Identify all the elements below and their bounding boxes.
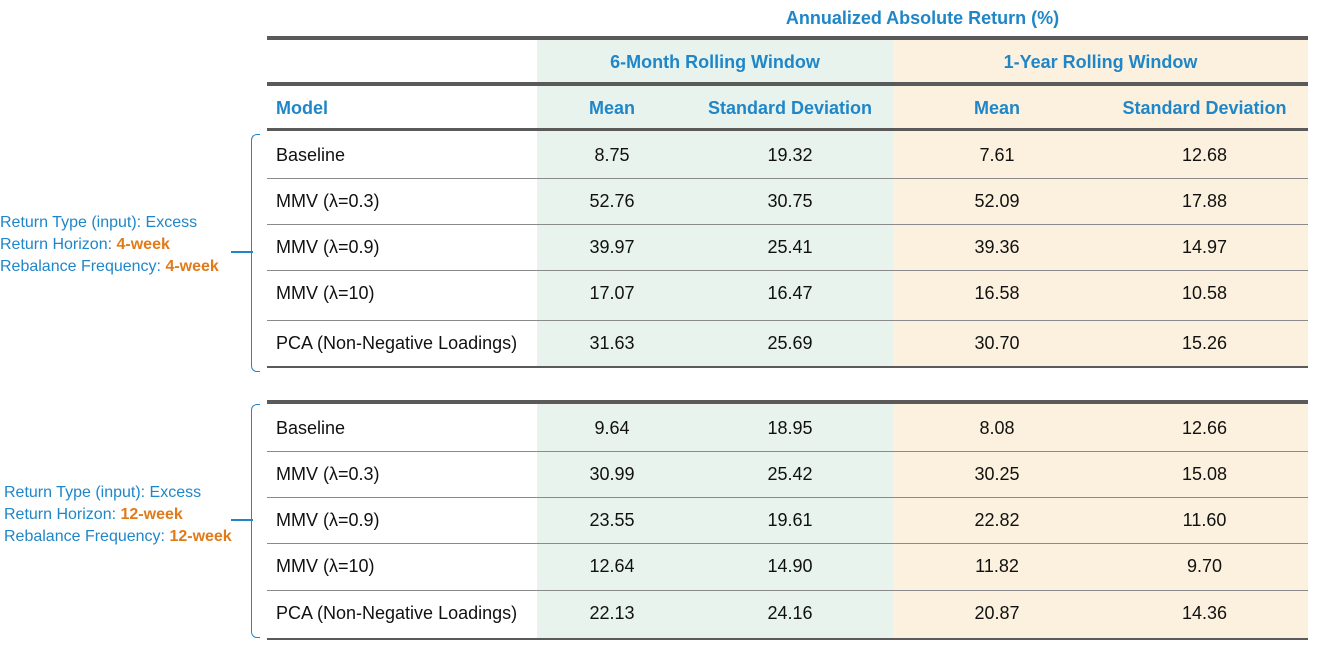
- top-rule: [267, 36, 1308, 40]
- table-cell: 12.66: [1181, 418, 1228, 438]
- table-cell: 30.99: [589, 464, 635, 484]
- table-cell: 7.61: [979, 145, 1015, 165]
- table-cell: 23.55: [589, 510, 635, 530]
- group-label-2: Return Type (input): Excess Return Horiz…: [4, 482, 232, 548]
- row-divider: [267, 497, 1308, 498]
- table-row-model: MMV (λ=0.9): [276, 510, 380, 530]
- table-cell: 18.95: [767, 418, 813, 438]
- table-cell: 12.64: [589, 556, 635, 576]
- rebalance-frequency-prefix: Rebalance Frequency:: [4, 528, 170, 545]
- table-cell: 8.75: [594, 145, 630, 165]
- table-cell: 30.75: [767, 191, 813, 211]
- table-cell: 25.42: [767, 464, 813, 484]
- table-row-model: PCA (Non-Negative Loadings): [276, 333, 518, 353]
- table-row-model: MMV (λ=0.9): [276, 237, 380, 257]
- six-month-band: [537, 402, 893, 640]
- table-cell: 10.58: [1181, 283, 1228, 303]
- rebalance-frequency-value: 12-week: [169, 528, 232, 545]
- table-bottom-rule: [267, 638, 1308, 640]
- table-cell: 16.58: [974, 283, 1020, 303]
- table-cell: 19.32: [767, 145, 813, 165]
- rebalance-frequency-label: Rebalance Frequency: 4-week: [0, 256, 219, 278]
- column-header-mean-6m: Mean: [588, 98, 635, 118]
- rebalance-frequency-label: Rebalance Frequency: 12-week: [4, 526, 232, 548]
- table-cell: 15.26: [1181, 333, 1228, 353]
- column-header-mean-1y: Mean: [973, 98, 1020, 118]
- table-cell: 19.61: [767, 510, 813, 530]
- table-cell: 52.09: [974, 191, 1020, 211]
- table-cell: 30.70: [974, 333, 1020, 353]
- table-cell: 39.36: [974, 237, 1020, 257]
- return-horizon-prefix: Return Horizon:: [0, 236, 117, 253]
- rebalance-frequency-value: 4-week: [165, 258, 219, 275]
- table-cell: 24.16: [767, 603, 813, 623]
- row-divider: [267, 451, 1308, 452]
- row-divider: [267, 178, 1308, 179]
- table-row-model: MMV (λ=0.3): [276, 464, 380, 484]
- table-cell: 20.87: [974, 603, 1020, 623]
- table-row-model: PCA (Non-Negative Loadings): [276, 603, 518, 623]
- return-horizon-prefix: Return Horizon:: [4, 506, 121, 523]
- table-cell: 14.36: [1181, 603, 1228, 623]
- table-cell: 12.68: [1181, 145, 1228, 165]
- six-month-band: [537, 38, 893, 366]
- group-label-1: Return Type (input): Excess Return Horiz…: [0, 212, 219, 278]
- table-row-model: Baseline: [276, 418, 346, 438]
- table-cell: 17.88: [1181, 191, 1228, 211]
- one-year-band: [893, 402, 1308, 640]
- table-title: Annualized Absolute Return (%): [785, 8, 1060, 28]
- row-divider: [267, 543, 1308, 544]
- return-horizon-value: 12-week: [120, 506, 183, 523]
- table-cell: 52.76: [589, 191, 635, 211]
- one-year-band: [893, 38, 1308, 366]
- column-header-sd-6m: Standard Deviation: [707, 98, 873, 118]
- bracket-tick: [231, 251, 253, 253]
- header-rule: [267, 82, 1308, 86]
- return-type-label: Return Type (input): Excess: [0, 214, 198, 231]
- column-header-rule: [267, 128, 1308, 131]
- return-type-label: Return Type (input): Excess: [4, 484, 202, 501]
- table-cell: 25.69: [767, 333, 813, 353]
- table-cell: 14.97: [1181, 237, 1228, 257]
- return-horizon-label: Return Horizon: 4-week: [0, 234, 219, 256]
- table-row-model: MMV (λ=0.3): [276, 191, 380, 211]
- column-header-model: Model: [276, 98, 328, 118]
- return-horizon-label: Return Horizon: 12-week: [4, 504, 232, 526]
- table-cell: 16.47: [767, 283, 813, 303]
- table-row-model: MMV (λ=10): [276, 283, 375, 303]
- row-divider: [267, 270, 1308, 271]
- table-cell: 11.60: [1182, 510, 1227, 530]
- table-cell: 25.41: [767, 237, 813, 257]
- group-bottom-rule: [267, 366, 1308, 368]
- table-cell: 9.64: [594, 418, 630, 438]
- group-bracket: [251, 404, 260, 638]
- table-cell: 9.70: [1186, 556, 1223, 576]
- row-divider: [267, 224, 1308, 225]
- group-top-rule: [267, 400, 1308, 404]
- column-header-sd-1y: Standard Deviation: [1122, 98, 1287, 118]
- table-cell: 22.82: [974, 510, 1020, 530]
- table-row-model: MMV (λ=10): [276, 556, 375, 576]
- row-divider: [267, 320, 1308, 321]
- table-cell: 31.63: [589, 333, 635, 353]
- table-cell: 30.25: [974, 464, 1020, 484]
- group-bracket: [251, 134, 260, 372]
- table-cell: 17.07: [589, 283, 635, 303]
- table-row-model: Baseline: [276, 145, 346, 165]
- table-cell: 22.13: [589, 603, 635, 623]
- bracket-tick: [231, 519, 253, 521]
- table-cell: 14.90: [767, 556, 813, 576]
- rebalance-frequency-prefix: Rebalance Frequency:: [0, 258, 166, 275]
- window-header-6m: 6-Month Rolling Window: [610, 52, 820, 72]
- table-cell: 11.82: [975, 556, 1019, 576]
- table-cell: 8.08: [979, 418, 1015, 438]
- row-divider: [267, 590, 1308, 591]
- window-header-1y: 1-Year Rolling Window: [1003, 52, 1198, 72]
- return-horizon-value: 4-week: [116, 236, 170, 253]
- table-cell: 15.08: [1181, 464, 1228, 484]
- table-cell: 39.97: [589, 237, 635, 257]
